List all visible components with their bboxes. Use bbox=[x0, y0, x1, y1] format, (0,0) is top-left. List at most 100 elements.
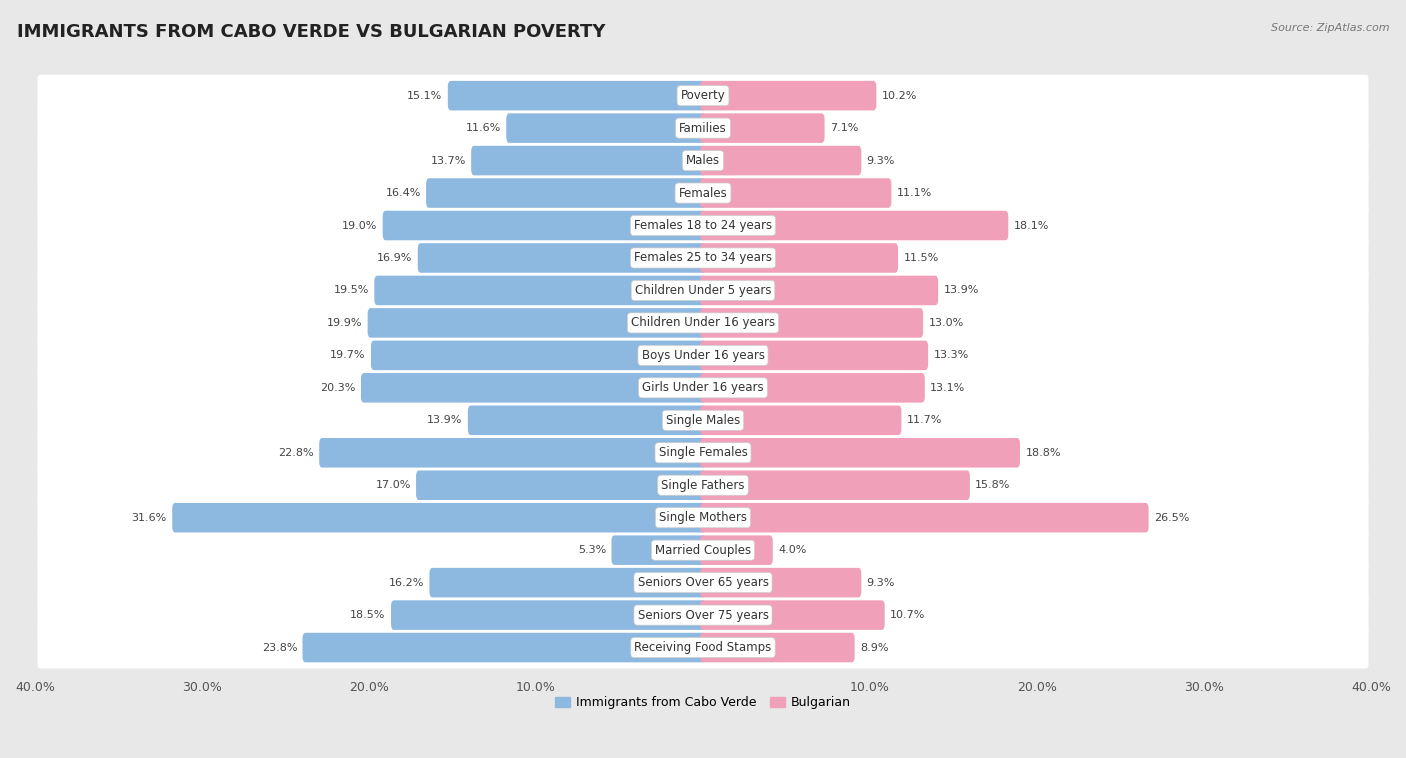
Text: 13.3%: 13.3% bbox=[934, 350, 969, 360]
Text: 13.1%: 13.1% bbox=[931, 383, 966, 393]
Text: Females 18 to 24 years: Females 18 to 24 years bbox=[634, 219, 772, 232]
Text: 31.6%: 31.6% bbox=[132, 512, 167, 523]
Text: Females 25 to 34 years: Females 25 to 34 years bbox=[634, 252, 772, 265]
Text: 10.7%: 10.7% bbox=[890, 610, 925, 620]
FancyBboxPatch shape bbox=[700, 633, 855, 662]
Text: 19.0%: 19.0% bbox=[342, 221, 377, 230]
Text: Seniors Over 75 years: Seniors Over 75 years bbox=[637, 609, 769, 622]
FancyBboxPatch shape bbox=[426, 178, 706, 208]
Text: 10.2%: 10.2% bbox=[882, 91, 917, 101]
Text: 20.3%: 20.3% bbox=[321, 383, 356, 393]
Text: Girls Under 16 years: Girls Under 16 years bbox=[643, 381, 763, 394]
Text: 19.9%: 19.9% bbox=[326, 318, 363, 328]
FancyBboxPatch shape bbox=[700, 243, 898, 273]
FancyBboxPatch shape bbox=[38, 496, 1368, 539]
FancyBboxPatch shape bbox=[700, 211, 1008, 240]
Text: 13.0%: 13.0% bbox=[928, 318, 963, 328]
FancyBboxPatch shape bbox=[568, 574, 703, 591]
FancyBboxPatch shape bbox=[589, 152, 703, 170]
Text: IMMIGRANTS FROM CABO VERDE VS BULGARIAN POVERTY: IMMIGRANTS FROM CABO VERDE VS BULGARIAN … bbox=[17, 23, 606, 41]
Text: 19.7%: 19.7% bbox=[330, 350, 366, 360]
Text: Married Couples: Married Couples bbox=[655, 543, 751, 556]
Text: 13.7%: 13.7% bbox=[430, 155, 465, 165]
FancyBboxPatch shape bbox=[703, 119, 762, 137]
FancyBboxPatch shape bbox=[576, 86, 703, 105]
Text: 8.9%: 8.9% bbox=[860, 643, 889, 653]
FancyBboxPatch shape bbox=[468, 406, 706, 435]
FancyBboxPatch shape bbox=[567, 184, 703, 202]
FancyBboxPatch shape bbox=[38, 75, 1368, 117]
FancyBboxPatch shape bbox=[703, 346, 814, 365]
FancyBboxPatch shape bbox=[38, 270, 1368, 312]
FancyBboxPatch shape bbox=[703, 217, 855, 234]
FancyBboxPatch shape bbox=[418, 243, 706, 273]
FancyBboxPatch shape bbox=[700, 438, 1019, 468]
FancyBboxPatch shape bbox=[700, 146, 862, 175]
FancyBboxPatch shape bbox=[703, 509, 924, 527]
FancyBboxPatch shape bbox=[700, 568, 862, 597]
FancyBboxPatch shape bbox=[703, 184, 796, 202]
Text: Single Mothers: Single Mothers bbox=[659, 511, 747, 525]
FancyBboxPatch shape bbox=[302, 633, 706, 662]
FancyBboxPatch shape bbox=[537, 314, 703, 332]
FancyBboxPatch shape bbox=[38, 172, 1368, 214]
FancyBboxPatch shape bbox=[391, 600, 706, 630]
Text: 26.5%: 26.5% bbox=[1154, 512, 1189, 523]
FancyBboxPatch shape bbox=[38, 465, 1368, 506]
FancyBboxPatch shape bbox=[703, 249, 799, 267]
Text: 23.8%: 23.8% bbox=[262, 643, 297, 653]
FancyBboxPatch shape bbox=[367, 309, 706, 337]
Text: Females: Females bbox=[679, 186, 727, 199]
FancyBboxPatch shape bbox=[38, 399, 1368, 441]
FancyBboxPatch shape bbox=[38, 432, 1368, 474]
Text: 17.0%: 17.0% bbox=[375, 481, 411, 490]
FancyBboxPatch shape bbox=[700, 600, 884, 630]
FancyBboxPatch shape bbox=[513, 444, 703, 462]
Text: 9.3%: 9.3% bbox=[866, 578, 896, 587]
Text: 18.1%: 18.1% bbox=[1014, 221, 1049, 230]
FancyBboxPatch shape bbox=[382, 211, 706, 240]
FancyBboxPatch shape bbox=[416, 471, 706, 500]
FancyBboxPatch shape bbox=[361, 373, 706, 402]
Text: Seniors Over 65 years: Seniors Over 65 years bbox=[637, 576, 769, 589]
FancyBboxPatch shape bbox=[429, 568, 706, 597]
Text: 11.5%: 11.5% bbox=[904, 253, 939, 263]
FancyBboxPatch shape bbox=[38, 334, 1368, 376]
FancyBboxPatch shape bbox=[371, 340, 706, 370]
Text: Single Females: Single Females bbox=[658, 446, 748, 459]
Text: Boys Under 16 years: Boys Under 16 years bbox=[641, 349, 765, 362]
Text: 16.9%: 16.9% bbox=[377, 253, 412, 263]
FancyBboxPatch shape bbox=[700, 276, 938, 305]
Text: 18.8%: 18.8% bbox=[1025, 448, 1062, 458]
FancyBboxPatch shape bbox=[703, 541, 737, 559]
FancyBboxPatch shape bbox=[700, 340, 928, 370]
FancyBboxPatch shape bbox=[38, 529, 1368, 571]
FancyBboxPatch shape bbox=[700, 178, 891, 208]
FancyBboxPatch shape bbox=[703, 574, 780, 591]
FancyBboxPatch shape bbox=[38, 627, 1368, 669]
FancyBboxPatch shape bbox=[471, 146, 706, 175]
FancyBboxPatch shape bbox=[374, 276, 706, 305]
Text: 19.5%: 19.5% bbox=[333, 286, 368, 296]
Text: 11.1%: 11.1% bbox=[897, 188, 932, 198]
FancyBboxPatch shape bbox=[586, 412, 703, 429]
Text: 7.1%: 7.1% bbox=[830, 123, 858, 133]
FancyBboxPatch shape bbox=[540, 281, 703, 299]
Text: 4.0%: 4.0% bbox=[778, 545, 807, 555]
FancyBboxPatch shape bbox=[703, 412, 800, 429]
FancyBboxPatch shape bbox=[38, 139, 1368, 181]
FancyBboxPatch shape bbox=[703, 444, 860, 462]
FancyBboxPatch shape bbox=[38, 205, 1368, 246]
Text: Single Fathers: Single Fathers bbox=[661, 479, 745, 492]
Text: 11.6%: 11.6% bbox=[465, 123, 501, 133]
FancyBboxPatch shape bbox=[703, 314, 811, 332]
FancyBboxPatch shape bbox=[533, 379, 703, 396]
FancyBboxPatch shape bbox=[703, 606, 793, 624]
FancyBboxPatch shape bbox=[703, 86, 789, 105]
Text: Males: Males bbox=[686, 154, 720, 167]
Text: 5.3%: 5.3% bbox=[578, 545, 606, 555]
FancyBboxPatch shape bbox=[538, 346, 703, 365]
FancyBboxPatch shape bbox=[38, 594, 1368, 636]
Text: 15.1%: 15.1% bbox=[408, 91, 443, 101]
Text: Receiving Food Stamps: Receiving Food Stamps bbox=[634, 641, 772, 654]
